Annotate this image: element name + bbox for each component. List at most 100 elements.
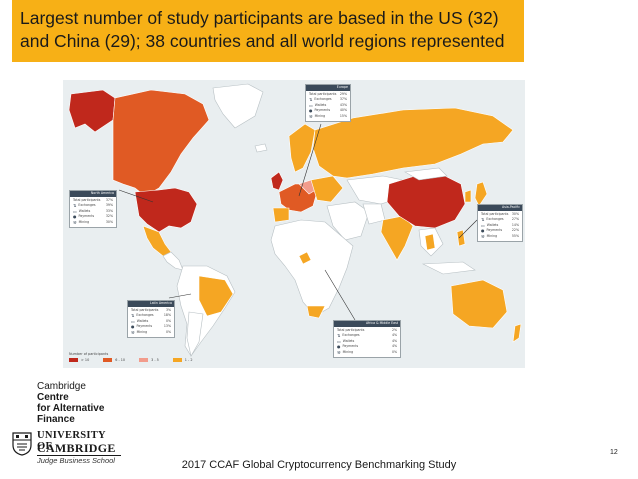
row-label: Mining: [78, 219, 90, 224]
legend-swatch: [103, 358, 113, 362]
row-value: 14%: [511, 222, 519, 227]
region-greenland: [212, 83, 264, 129]
title-line-1: Largest number of study participants are…: [20, 8, 499, 28]
payment-icon: ●: [481, 228, 485, 234]
wallet-icon: ▭: [131, 318, 135, 324]
region-middle-east: [326, 201, 370, 241]
callout-header: Latin America: [128, 301, 174, 307]
row-value: 18%: [163, 313, 171, 318]
legend-swatch: [69, 358, 78, 362]
exchange-icon: ⇅: [481, 217, 485, 223]
row-label: Payments: [136, 324, 153, 329]
logo-line-2: Centre: [37, 392, 69, 403]
callout-north-america: North America Total participants 37% ⇅ Exc…: [69, 190, 117, 228]
row-value: 37%: [105, 197, 113, 202]
callout-row: ⇅ Exchanges 39%: [73, 203, 113, 209]
region-central-america: [162, 251, 184, 271]
region-russia: [312, 107, 514, 179]
row-value: 0%: [165, 329, 171, 334]
row-label: Total participants: [481, 211, 509, 216]
region-south-africa: [306, 305, 326, 319]
world-map: Europe Total participants 29% ⇅ Exchanges 3…: [63, 80, 525, 368]
row-value: 15%: [339, 113, 347, 118]
slide-title: Largest number of study participants are…: [20, 7, 520, 53]
row-label: Wallets: [486, 222, 499, 227]
row-value: 29%: [339, 91, 347, 96]
region-thailand: [424, 233, 436, 251]
page-number: 12: [610, 449, 618, 456]
region-philippines: [456, 229, 466, 247]
row-value: 2%: [391, 327, 397, 332]
region-canada: [112, 89, 210, 197]
region-brazil: [198, 275, 234, 317]
row-value: 32%: [105, 214, 113, 219]
callout-header: Africa & Middle East: [334, 321, 400, 327]
region-scandinavia: [288, 123, 316, 173]
row-label: Wallets: [314, 102, 327, 107]
row-value: 4%: [391, 333, 397, 338]
row-value: 27%: [511, 217, 519, 222]
footer-text: 2017 CCAF Global Cryptocurrency Benchmar…: [181, 459, 457, 471]
payment-icon: ●: [337, 344, 341, 350]
region-korea: [464, 189, 472, 203]
callout-header: Europe: [306, 85, 350, 91]
leader-line-north-america: [118, 189, 154, 203]
world-map-svg: [68, 83, 522, 357]
legend-items: > 10 6 - 10 3 - 5 1 - 2: [69, 358, 193, 362]
legend-swatch: [139, 358, 149, 362]
callout-row: ● Payments 40%: [309, 108, 347, 114]
row-label: Mining: [342, 349, 354, 354]
row-label: Total participants: [337, 327, 365, 332]
callout-row: Total participants 2%: [337, 328, 397, 334]
callout-row: ⇅ Exchanges 27%: [481, 217, 519, 223]
wallet-icon: ▭: [309, 102, 313, 108]
exchange-icon: ⇅: [73, 203, 77, 209]
row-label: Total participants: [73, 197, 101, 202]
legend-label: 1 - 2: [184, 358, 193, 362]
callout-row: ▭ Wallets 33%: [73, 209, 113, 215]
region-usa: [134, 187, 198, 233]
region-new-zealand: [512, 323, 522, 343]
region-eastern-europe: [310, 175, 344, 203]
callout-row: ⚒ Mining 55%: [481, 234, 519, 240]
row-value: 43%: [339, 102, 347, 107]
legend-swatch: [172, 358, 182, 362]
callout-row: ● Payments 22%: [481, 228, 519, 234]
payment-icon: ●: [73, 214, 77, 220]
region-india: [380, 215, 414, 261]
legend-item: 3 - 5: [139, 358, 159, 362]
leader-line-latin-america: [168, 293, 192, 299]
callout-row: Total participants 37%: [73, 198, 113, 204]
row-label: Total participants: [131, 307, 159, 312]
crest-icon: [12, 432, 32, 456]
region-alaska: [68, 89, 116, 133]
row-label: Wallets: [136, 318, 149, 323]
callout-row: ⇅ Exchanges 18%: [131, 313, 171, 319]
row-label: Exchanges: [342, 333, 360, 338]
region-australia: [450, 279, 508, 329]
row-label: Exchanges: [486, 217, 504, 222]
callout-row: ● Payments 4%: [337, 344, 397, 350]
leader-line-europe: [298, 123, 322, 197]
callout-row: ● Payments 32%: [73, 214, 113, 220]
legend-label: 6 - 10: [115, 358, 126, 362]
callout-asia-pacific: Asia-Pacific Total participants 30% ⇅ Exch…: [477, 204, 523, 242]
exchange-icon: ⇅: [337, 333, 341, 339]
region-japan: [474, 181, 488, 207]
callout-row: ⚒ Mining 30%: [73, 220, 113, 226]
row-value: 13%: [163, 324, 171, 329]
row-value: 22%: [511, 228, 519, 233]
region-africa: [270, 219, 354, 317]
row-label: Exchanges: [136, 313, 154, 318]
mining-icon: ⚒: [337, 349, 341, 355]
ccaf-logo: Cambridge Centre for Alternative Finance: [37, 381, 104, 425]
leader-line-africa: [324, 269, 356, 321]
row-value: 33%: [105, 208, 113, 213]
row-label: Mining: [314, 113, 326, 118]
wallet-icon: ▭: [481, 222, 485, 228]
row-value: 39%: [105, 203, 113, 208]
university-line-3: Judge Business School: [37, 456, 115, 465]
callout-row: ● Payments 13%: [131, 324, 171, 330]
region-mongolia: [404, 167, 448, 181]
callout-row: ▭ Wallets 14%: [481, 223, 519, 229]
